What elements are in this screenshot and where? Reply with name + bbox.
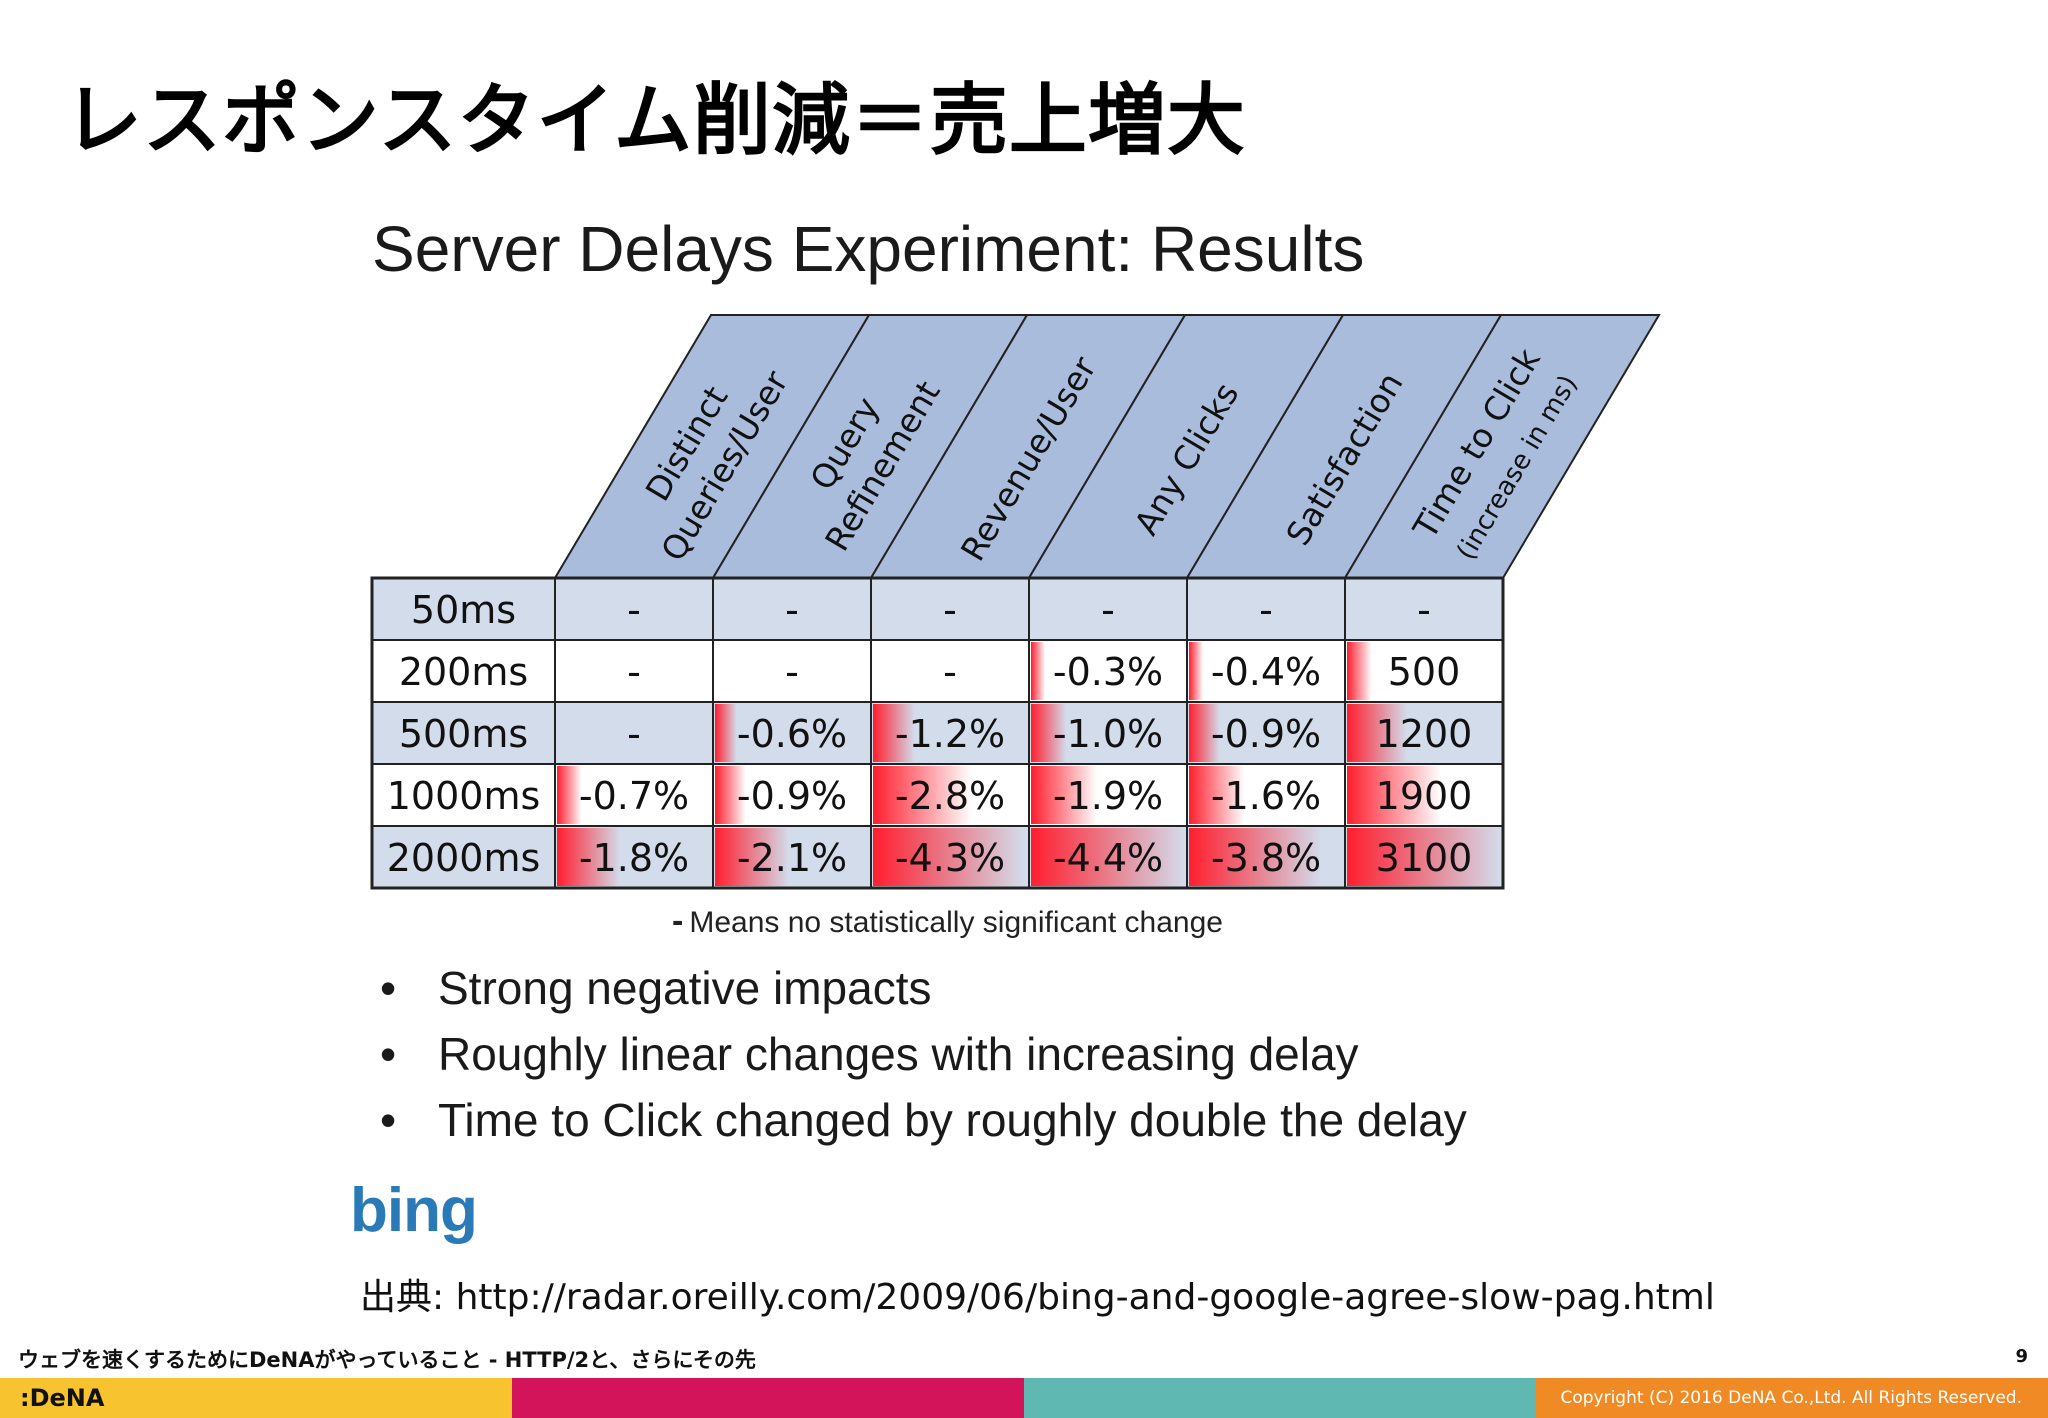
page-number: 9 xyxy=(2015,1346,2028,1367)
heat-bar xyxy=(1189,642,1203,700)
cell-value: -1.8% xyxy=(579,836,689,880)
cell-value: - xyxy=(1417,588,1431,632)
footer-segment-yellow xyxy=(0,1378,512,1418)
footnote-text: Means no statistically significant chang… xyxy=(689,906,1223,939)
bullet-dot: • xyxy=(380,962,397,1014)
bullet-dot: • xyxy=(380,1028,397,1080)
source-label: 出典 xyxy=(360,1277,433,1318)
row-label: 500ms xyxy=(399,712,528,756)
cell-value: - xyxy=(627,650,641,694)
cell-value: - xyxy=(943,650,957,694)
cell-value: -1.2% xyxy=(895,712,1005,756)
cell-value: -0.9% xyxy=(737,774,847,818)
data-cell xyxy=(554,577,714,641)
footer-color-bar xyxy=(0,1378,2048,1418)
footer-text: ウェブを速くするためにDeNAがやっていること - HTTP/2と、さらにその先 xyxy=(18,1348,756,1372)
figure-title: Server Delays Experiment: Results xyxy=(372,213,1365,285)
footer-segment-teal xyxy=(1024,1378,1536,1418)
cell-value: 3100 xyxy=(1376,836,1473,880)
cell-value: -2.1% xyxy=(737,836,847,880)
cell-value: 500 xyxy=(1388,650,1461,694)
cell-value: -0.7% xyxy=(579,774,689,818)
footer-segment-magenta xyxy=(512,1378,1024,1418)
bing-logo: bing xyxy=(350,1176,478,1245)
cell-value: -0.9% xyxy=(1211,712,1321,756)
bullet-item: • Strong negative impacts xyxy=(380,955,1467,1021)
heat-bar xyxy=(1031,766,1098,824)
table-border xyxy=(370,576,1505,890)
heat-bar xyxy=(1189,704,1220,762)
row-label: 2000ms xyxy=(387,836,541,880)
row-label-cell xyxy=(371,639,556,703)
footnote-dash: - xyxy=(672,902,684,940)
cell-value: -1.0% xyxy=(1053,712,1163,756)
heat-bar xyxy=(1031,642,1045,700)
heat-bar xyxy=(1189,828,1322,886)
heat-bar xyxy=(715,828,789,886)
footer-segment-orange xyxy=(1536,1378,2048,1418)
heat-bar xyxy=(715,704,737,762)
row-label: 50ms xyxy=(411,588,516,632)
row-label-cell xyxy=(371,577,556,641)
slide-title: レスポンスタイム削減＝売上増大 xyxy=(64,76,1246,166)
data-cell xyxy=(1028,639,1188,703)
cell-value: - xyxy=(785,650,799,694)
heat-bar xyxy=(1189,766,1245,824)
cell-value: - xyxy=(785,588,799,632)
cell-value: - xyxy=(627,712,641,756)
bullet-item: • Roughly linear changes with increasing … xyxy=(380,1021,1467,1087)
heat-bar xyxy=(873,766,972,824)
data-cell xyxy=(1028,577,1188,641)
cell-value: -0.6% xyxy=(737,712,847,756)
footnote: - Means no statistically significant chan… xyxy=(672,902,1223,941)
cell-value: - xyxy=(943,588,957,632)
cell-value: -4.3% xyxy=(895,836,1005,880)
bullet-list: • Strong negative impacts • Roughly linear… xyxy=(380,955,1467,1153)
heat-bar xyxy=(873,828,1024,886)
heat-bar xyxy=(557,828,621,886)
dena-logo: :DeNA xyxy=(20,1384,105,1412)
bullet-dot: • xyxy=(380,1094,397,1146)
row-label: 200ms xyxy=(399,650,528,694)
heat-bar xyxy=(873,704,915,762)
heat-bar xyxy=(1347,766,1441,824)
row-label-cell xyxy=(371,701,556,765)
heat-bar xyxy=(1347,828,1501,886)
data-cell xyxy=(870,577,1030,641)
cell-value: -3.8% xyxy=(1211,836,1321,880)
data-cell xyxy=(712,701,872,765)
source-citation: 出典: http://radar.oreilly.com/2009/06/bin… xyxy=(360,1268,1715,1320)
copyright: Copyright (C) 2016 DeNA Co.,Ltd. All Rig… xyxy=(1560,1388,2022,1408)
cell-value: - xyxy=(627,588,641,632)
cell-value: - xyxy=(1101,588,1115,632)
row-label: 1000ms xyxy=(387,774,541,818)
heat-bar xyxy=(1347,704,1408,762)
cell-value: -1.6% xyxy=(1211,774,1321,818)
heat-bar xyxy=(1031,828,1185,886)
cell-value: 1900 xyxy=(1376,774,1473,818)
heat-bar xyxy=(1347,642,1372,700)
cell-value: -2.8% xyxy=(895,774,1005,818)
bullet-item: • Time to Click changed by roughly double… xyxy=(380,1087,1467,1153)
cell-value: -1.9% xyxy=(1053,774,1163,818)
data-cell xyxy=(554,639,714,703)
cell-value: -4.4% xyxy=(1053,836,1163,880)
heat-bar xyxy=(715,766,746,824)
row-label-cell xyxy=(371,763,556,827)
cell-value: - xyxy=(1259,588,1273,632)
source-url[interactable]: : http://radar.oreilly.com/2009/06/bing-… xyxy=(432,1277,1715,1318)
heat-bar xyxy=(1031,704,1067,762)
cell-value: -0.4% xyxy=(1211,650,1321,694)
heat-bar xyxy=(557,766,582,824)
cell-value: 1200 xyxy=(1376,712,1473,756)
cell-value: -0.3% xyxy=(1053,650,1163,694)
